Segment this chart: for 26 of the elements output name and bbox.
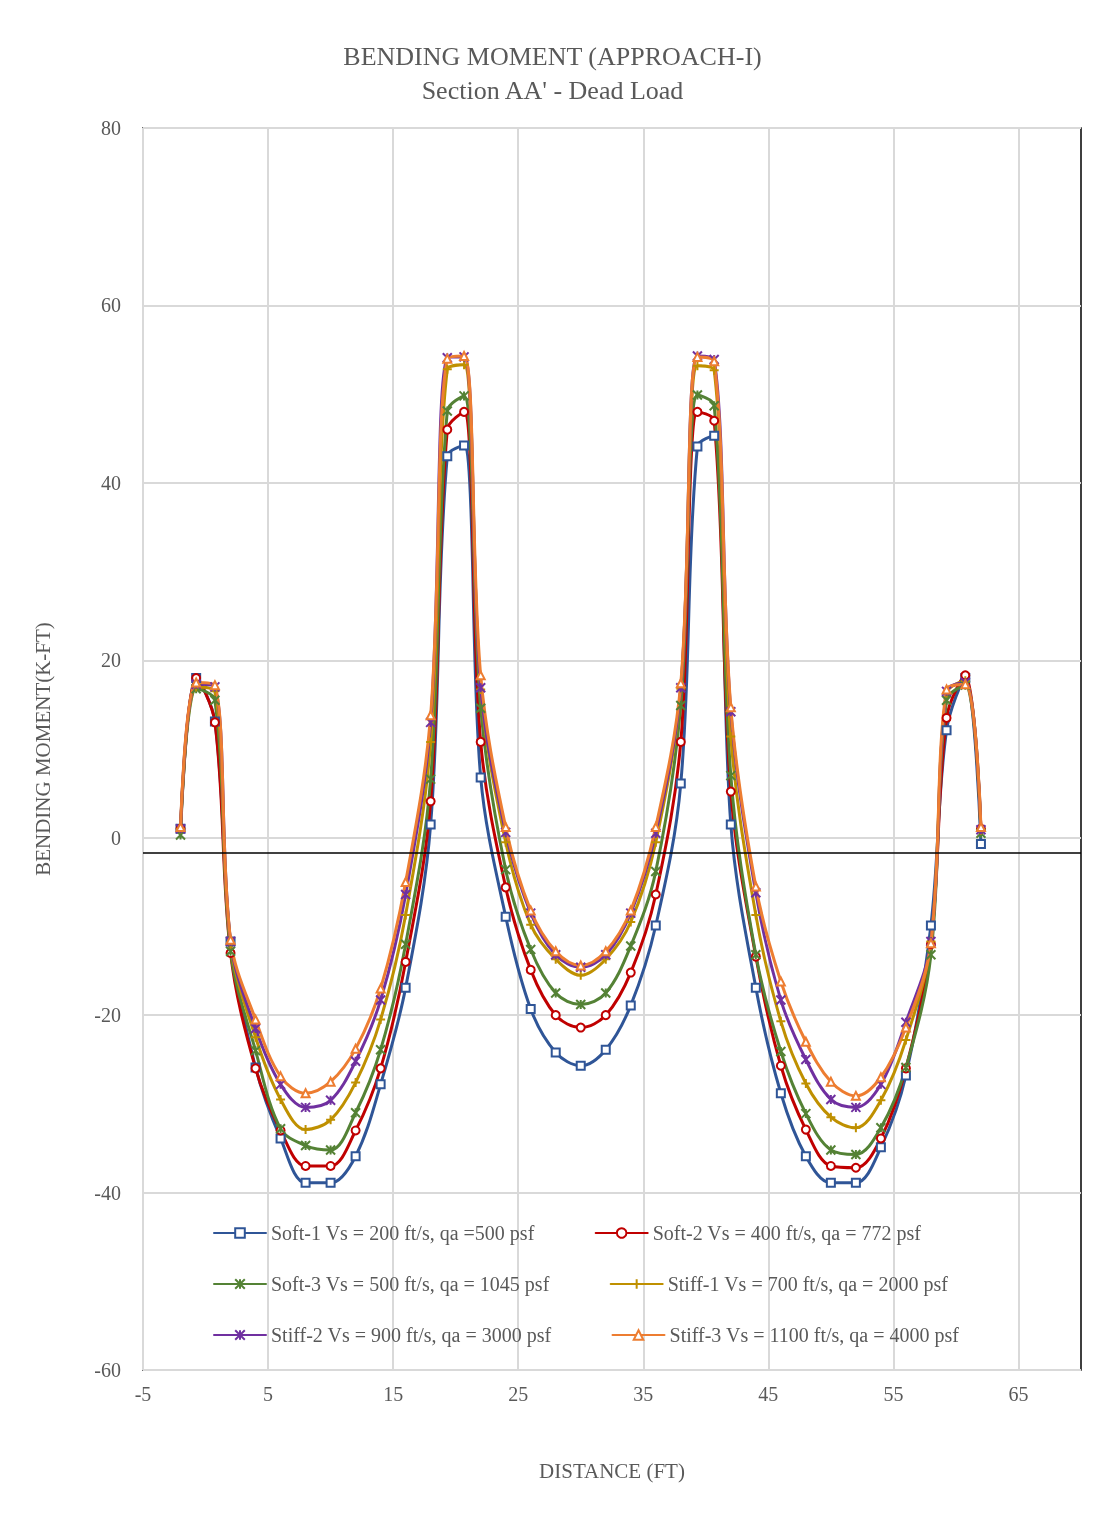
y-tick-label: 0 [111,826,121,849]
x-tick-label: 35 [633,1383,654,1405]
x-tick-label: -5 [134,1383,152,1405]
y-tick-label: -40 [94,1181,121,1204]
chart-title: BENDING MOMENT (APPROACH-I) [343,41,762,71]
y-axis-title: BENDING MOMENT(K-FT) [30,622,55,876]
x-axis-title: DISTANCE (FT) [539,1458,685,1483]
x-tick-label: 45 [758,1383,779,1405]
legend-label: Stiff-1 Vs = 700 ft/s, qa = 2000 psf [667,1273,949,1296]
x-tick-label: 55 [883,1383,904,1405]
legend-label: Stiff-2 Vs = 900 ft/s, qa = 3000 psf [271,1324,552,1347]
x-tick-label: 25 [508,1383,529,1405]
y-tick-label: 20 [101,649,121,672]
chart-subtitle: Section AA' - Dead Load [421,75,684,105]
y-tick-label: -20 [94,1004,121,1027]
x-tick-label: 5 [263,1383,274,1405]
legend-label: Soft-1 Vs = 200 ft/s, qa =500 psf [271,1222,535,1245]
x-tick-label: 15 [383,1383,404,1405]
legend-label: Soft-2 Vs = 400 ft/s, qa = 772 psf [652,1222,922,1245]
legend-label: Stiff-3 Vs = 1100 ft/s, qa = 4000 psf [669,1324,960,1347]
y-tick-label: 80 [101,117,121,139]
y-tick-label: 60 [101,294,121,317]
legend-label: Soft-3 Vs = 500 ft/s, qa = 1045 psf [271,1273,550,1296]
y-tick-label: 40 [101,471,121,494]
y-tick-label: -60 [94,1359,121,1381]
x-tick-label: 65 [1008,1383,1029,1405]
